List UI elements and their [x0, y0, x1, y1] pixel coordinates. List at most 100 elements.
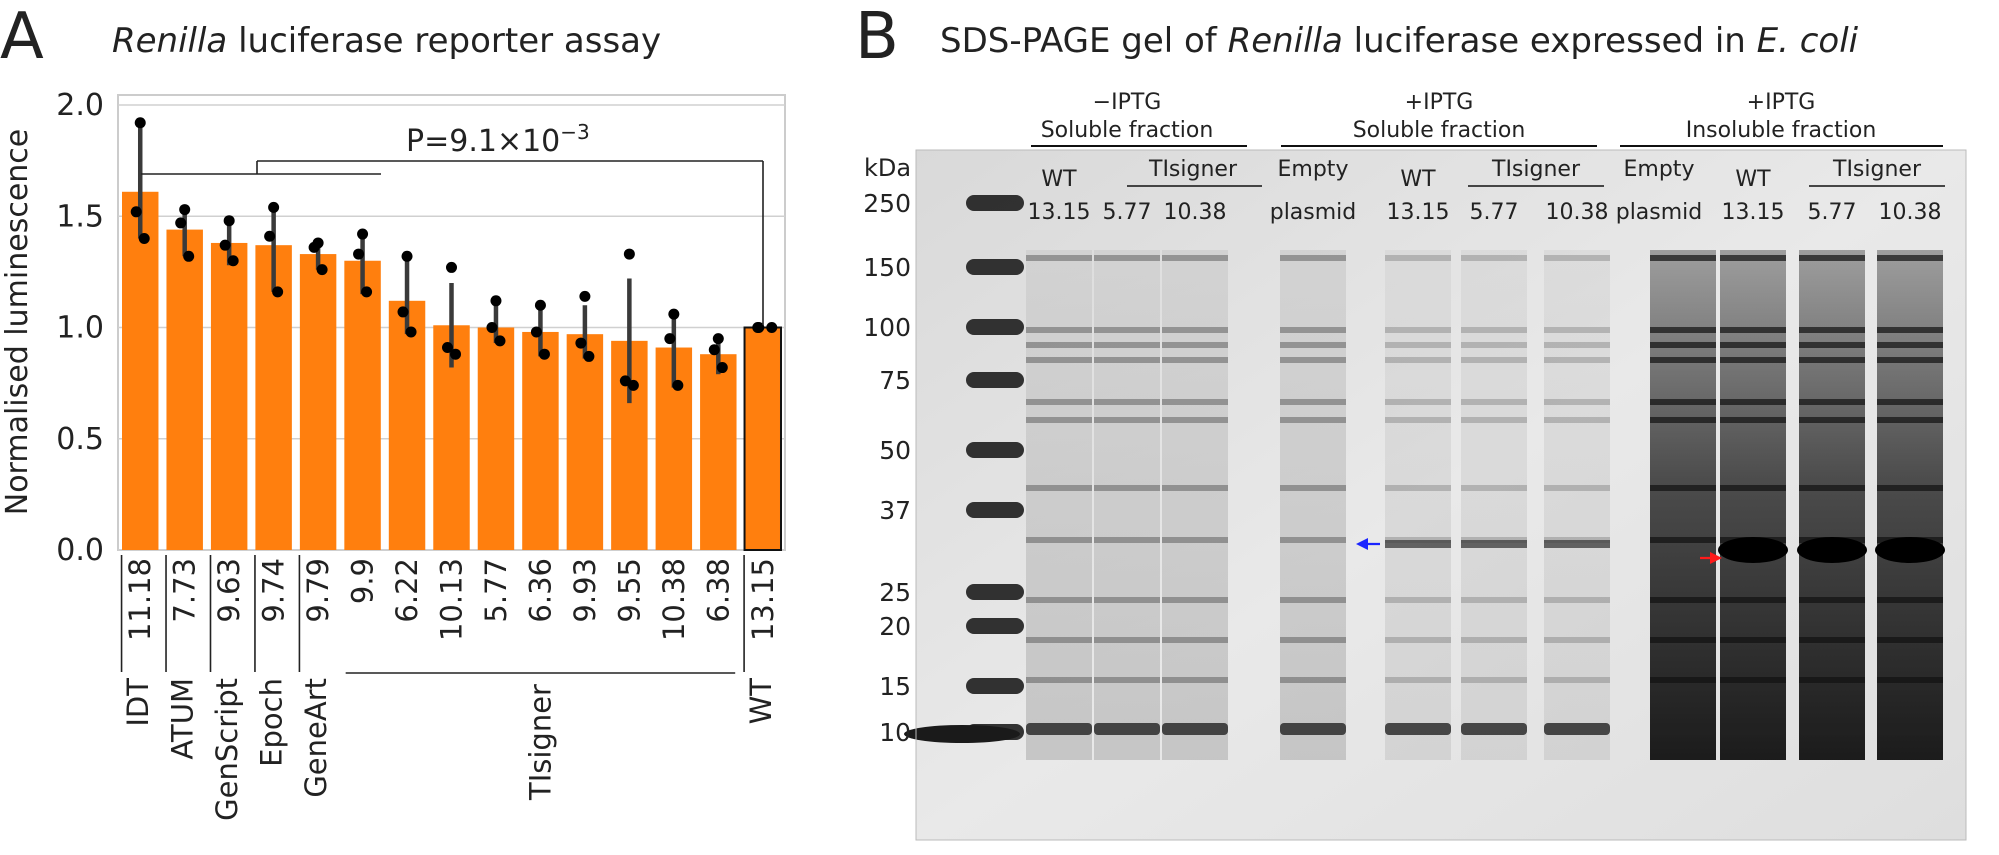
- lane-value: 5.77: [1103, 200, 1152, 225]
- panel-a-letter: A: [0, 0, 44, 74]
- gel-band: [1720, 677, 1786, 683]
- panel-b-title: SDS-PAGE gel of Renilla luciferase expre…: [940, 21, 1859, 61]
- ladder-band: [966, 502, 1024, 518]
- group-label: ATUM: [166, 678, 200, 760]
- gel-band-10kda: [1799, 723, 1865, 735]
- group-label: IDT: [121, 678, 155, 727]
- mw-marker-label: 150: [863, 253, 911, 282]
- gel-band: [1280, 637, 1346, 643]
- group-label: GenScript: [210, 678, 244, 821]
- gel-band: [1162, 342, 1228, 348]
- data-point: [486, 322, 498, 333]
- group2-line2: Soluble fraction: [1353, 118, 1526, 143]
- data-point: [219, 239, 231, 251]
- mw-marker-label: 100: [863, 313, 911, 342]
- lane-label-tisigner-1: TIsigner: [1148, 157, 1238, 182]
- x-tick-label: 5.77: [479, 558, 513, 623]
- data-point: [308, 241, 320, 253]
- group-label: WT: [744, 678, 778, 725]
- gel-band: [1385, 399, 1451, 405]
- lane-value: 10.38: [1164, 200, 1227, 225]
- gel-band: [1650, 537, 1716, 543]
- data-point: [450, 348, 461, 360]
- gel-band: [1720, 485, 1786, 491]
- gel-band: [1026, 597, 1092, 603]
- ladder-band: [966, 195, 1024, 211]
- y-tick-label: 0.5: [56, 422, 104, 457]
- gel-band: [1720, 417, 1786, 423]
- y-tick-label: 2.0: [56, 88, 104, 123]
- gel-band: [1799, 342, 1865, 348]
- data-point: [623, 248, 635, 260]
- gel-band: [1094, 537, 1160, 543]
- group3-line1: +IPTG: [1747, 90, 1816, 115]
- gel-band: [1280, 399, 1346, 405]
- gel-band: [1720, 342, 1786, 348]
- gel-band: [1650, 597, 1716, 603]
- gel-band-10kda: [1877, 723, 1943, 735]
- gel-band: [1720, 637, 1786, 643]
- ladder-band: [966, 319, 1024, 335]
- panel-a: A Renilla luciferase reporter assay 0.00…: [0, 0, 786, 821]
- gel-band: [1026, 485, 1092, 491]
- gel-band: [1385, 255, 1451, 261]
- gel-band: [1461, 342, 1527, 348]
- gel-band-10kda: [1094, 723, 1160, 735]
- gel-band: [1026, 417, 1092, 423]
- gel-band: [1650, 417, 1716, 423]
- gel-band: [1799, 637, 1865, 643]
- data-point: [494, 335, 506, 347]
- x-tick-label: 9.74: [257, 558, 291, 623]
- data-point: [134, 117, 146, 129]
- kda-label: kDa: [864, 154, 911, 182]
- bar: [122, 191, 159, 550]
- gel-band: [1094, 597, 1160, 603]
- gel-band: [1162, 637, 1228, 643]
- data-point: [361, 286, 373, 298]
- gel-band: [1280, 597, 1346, 603]
- gel-band: [1720, 357, 1786, 363]
- gel-band: [1162, 327, 1228, 333]
- gel-band: [1799, 417, 1865, 423]
- gel-band: [1877, 357, 1943, 363]
- data-point: [130, 206, 142, 218]
- data-point: [672, 379, 684, 391]
- gel-band-10kda: [1162, 723, 1228, 735]
- lane-value: 10.38: [1879, 200, 1942, 225]
- gel-lane: [1162, 250, 1228, 760]
- gel-band: [1544, 357, 1610, 363]
- gel-band: [1799, 677, 1865, 683]
- gel-band-10kda: [1280, 723, 1346, 735]
- gel-band: [1162, 399, 1228, 405]
- overexpressed-band: [1718, 537, 1788, 563]
- x-tick-label: 9.93: [568, 558, 602, 623]
- overexpressed-band: [1797, 537, 1867, 563]
- data-point: [264, 230, 276, 242]
- ladder-band-10: [904, 725, 1020, 743]
- gel-band: [1720, 327, 1786, 333]
- bar: [388, 300, 426, 550]
- data-point: [490, 295, 502, 307]
- gel-lane: [1877, 250, 1943, 760]
- gel-band: [1280, 342, 1346, 348]
- panel-b-title-mid: luciferase expressed in: [1343, 21, 1757, 61]
- y-tick-label: 1.0: [56, 311, 104, 346]
- data-point: [442, 342, 453, 354]
- ladder-band: [966, 678, 1024, 694]
- lane-label-empty-2: Empty: [1624, 157, 1695, 182]
- gel-lane: [1280, 250, 1346, 760]
- gel-band-10kda: [1544, 723, 1610, 735]
- y-tick-label: 1.5: [56, 199, 104, 234]
- panel-b-letter: B: [855, 0, 899, 74]
- ladder-band: [966, 372, 1024, 388]
- x-tick-label: 10.13: [435, 558, 469, 641]
- mw-marker-label: 75: [879, 366, 911, 395]
- gel-band: [1385, 357, 1451, 363]
- mw-marker-label: 10: [879, 718, 911, 747]
- gel-band: [1162, 417, 1228, 423]
- group-label: GeneArt: [299, 678, 333, 798]
- x-tick-label: 9.55: [612, 558, 646, 623]
- gel-band: [1877, 342, 1943, 348]
- mw-marker-label: 50: [879, 436, 911, 465]
- x-tick-label: 13.15: [746, 558, 780, 641]
